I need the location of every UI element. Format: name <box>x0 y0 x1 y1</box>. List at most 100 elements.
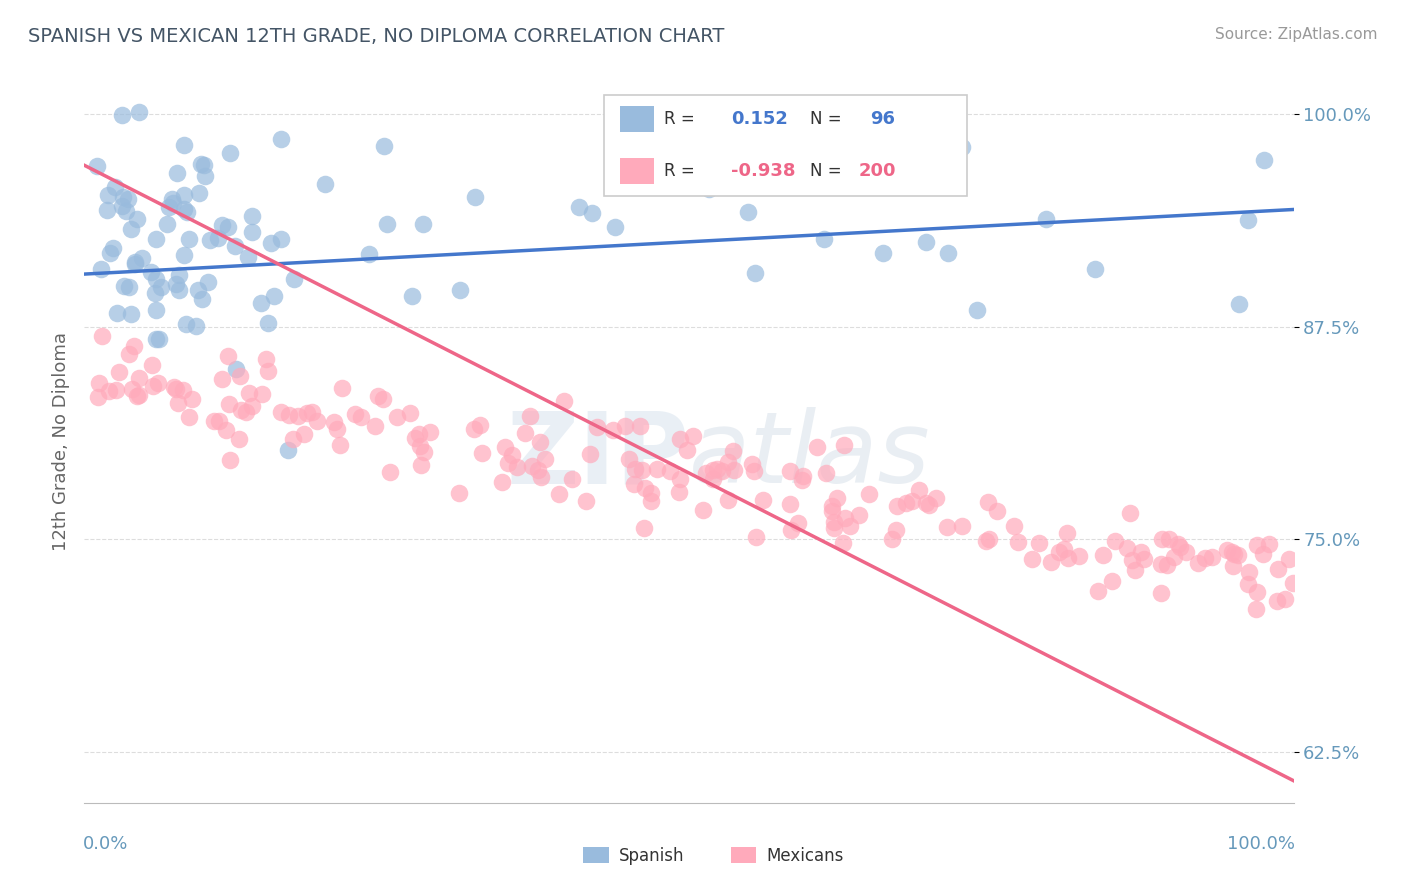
Point <box>235 405 257 419</box>
Point <box>1222 558 1244 573</box>
Point <box>1253 153 1275 167</box>
Point <box>117 192 139 206</box>
Point <box>894 496 917 510</box>
Point <box>534 452 557 467</box>
Point <box>630 462 652 476</box>
Point <box>373 392 395 407</box>
Point <box>1101 574 1123 588</box>
Point <box>413 445 436 459</box>
Point <box>193 158 215 172</box>
Point <box>633 521 655 535</box>
Point <box>373 138 395 153</box>
Point <box>1227 297 1250 311</box>
Point <box>1265 593 1288 607</box>
Point <box>96 203 118 218</box>
Point <box>217 349 239 363</box>
Point <box>165 382 187 396</box>
Point <box>640 485 662 500</box>
Point <box>118 347 141 361</box>
Point <box>112 190 135 204</box>
Bar <box>583 847 609 863</box>
Point <box>1116 541 1139 555</box>
Point <box>330 381 353 395</box>
Point <box>1168 540 1191 554</box>
Point <box>179 409 201 424</box>
Point <box>659 464 682 478</box>
Point <box>1274 591 1296 606</box>
Point <box>1251 547 1274 561</box>
Point <box>108 365 131 379</box>
Point <box>1053 541 1076 556</box>
Point <box>935 520 957 534</box>
Point <box>1222 547 1244 561</box>
Point <box>832 438 855 452</box>
Point <box>745 530 768 544</box>
Point <box>305 414 328 428</box>
Point <box>141 359 163 373</box>
Point <box>180 392 202 406</box>
Point <box>238 386 260 401</box>
Point <box>792 469 814 483</box>
Point <box>166 165 188 179</box>
Point <box>886 499 908 513</box>
Point <box>839 518 862 533</box>
Point <box>938 246 960 260</box>
Point <box>682 428 704 442</box>
Point <box>1150 558 1173 572</box>
Point <box>409 439 432 453</box>
Point <box>786 516 808 530</box>
Text: R =: R = <box>664 111 695 128</box>
Point <box>173 187 195 202</box>
Point <box>702 463 724 477</box>
Point <box>228 432 250 446</box>
Point <box>692 503 714 517</box>
Point <box>711 464 734 478</box>
Point <box>471 446 494 460</box>
Point <box>254 351 277 366</box>
Point <box>419 425 441 439</box>
Point <box>568 200 591 214</box>
Point <box>561 472 583 486</box>
Point <box>575 494 598 508</box>
Point <box>112 279 135 293</box>
Point <box>256 316 278 330</box>
Point <box>1057 551 1080 566</box>
Point <box>224 239 246 253</box>
Point <box>145 272 167 286</box>
Point <box>617 451 640 466</box>
Point <box>326 422 349 436</box>
Point <box>832 535 855 549</box>
Point <box>742 463 765 477</box>
Point <box>586 420 609 434</box>
Point <box>741 457 763 471</box>
Point <box>292 427 315 442</box>
Point <box>886 524 908 538</box>
Point <box>526 463 548 477</box>
Point <box>97 187 120 202</box>
Point <box>114 203 136 218</box>
Point <box>110 108 132 122</box>
Point <box>411 458 433 472</box>
Point <box>1133 552 1156 566</box>
Point <box>350 410 373 425</box>
Point <box>367 388 389 402</box>
Point <box>257 364 280 378</box>
Point <box>470 418 492 433</box>
Point <box>219 452 242 467</box>
Point <box>145 332 167 346</box>
Point <box>1167 537 1189 551</box>
Point <box>723 463 745 477</box>
Point <box>823 515 845 529</box>
Point <box>378 466 401 480</box>
Point <box>917 498 939 512</box>
Point <box>218 146 240 161</box>
Point <box>314 178 336 192</box>
Text: Mexicans: Mexicans <box>766 847 844 865</box>
Point <box>501 448 523 462</box>
Point <box>229 369 252 384</box>
Point <box>669 432 692 446</box>
Point <box>399 406 422 420</box>
Point <box>277 443 299 458</box>
Point <box>1215 542 1237 557</box>
Point <box>145 232 167 246</box>
